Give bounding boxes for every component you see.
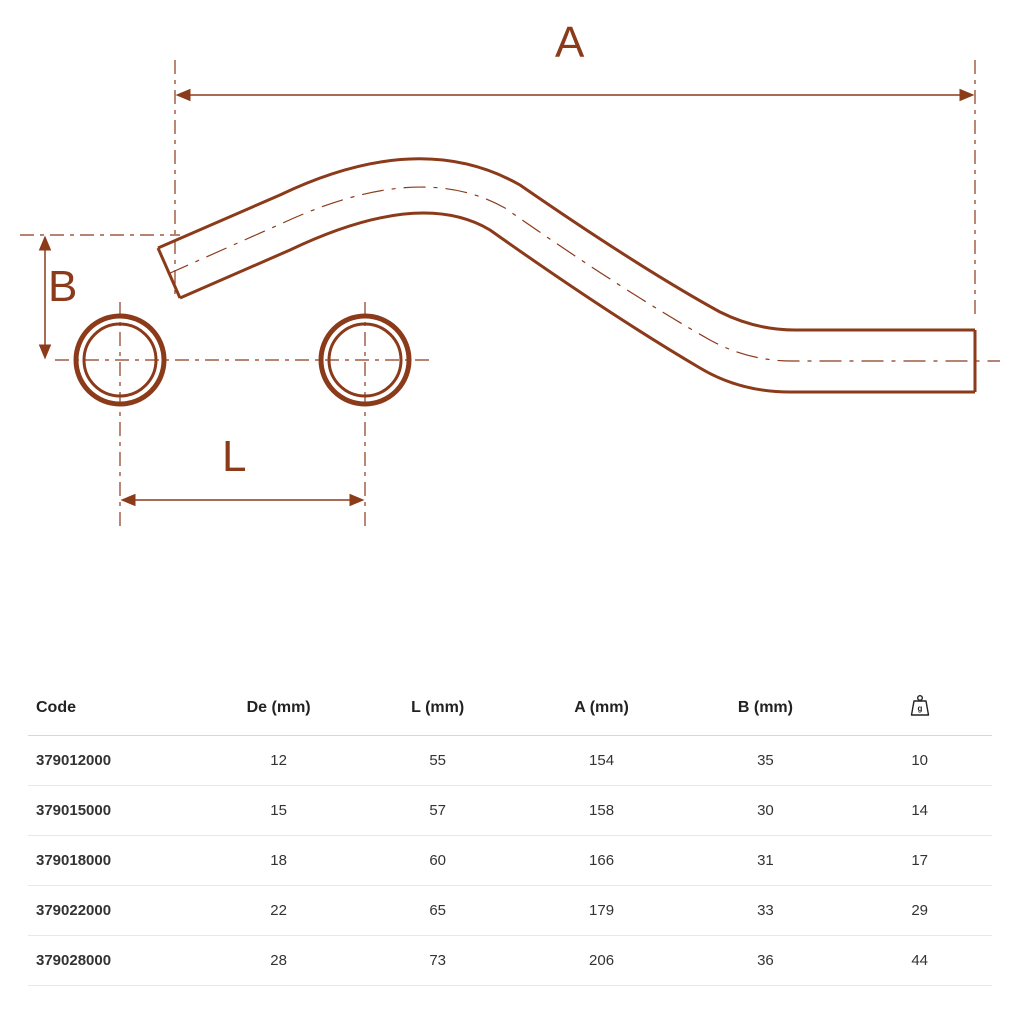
spec-table: Code De (mm) L (mm) A (mm) B (mm) g	[28, 680, 992, 986]
cell-a: 154	[520, 736, 684, 786]
spec-table-container: Code De (mm) L (mm) A (mm) B (mm) g	[0, 680, 1020, 986]
cell-code: 379012000	[28, 736, 202, 786]
cell-l: 60	[356, 836, 520, 886]
dim-label-a: A	[555, 18, 584, 68]
cell-wt: 10	[847, 736, 992, 786]
col-weight: g	[847, 680, 992, 736]
table-row: 379028000 28 73 206 36 44	[28, 936, 992, 986]
cell-l: 55	[356, 736, 520, 786]
technical-diagram: A B L	[0, 0, 1020, 560]
cell-b: 30	[684, 786, 848, 836]
dim-label-l: L	[222, 432, 246, 482]
cell-a: 158	[520, 786, 684, 836]
cell-code: 379018000	[28, 836, 202, 886]
cell-code: 379028000	[28, 936, 202, 986]
pipe-lower-outline	[180, 213, 975, 392]
cell-de: 12	[202, 736, 356, 786]
table-row: 379018000 18 60 166 31 17	[28, 836, 992, 886]
cell-l: 73	[356, 936, 520, 986]
cell-a: 206	[520, 936, 684, 986]
cell-b: 31	[684, 836, 848, 886]
col-l: L (mm)	[356, 680, 520, 736]
cell-code: 379015000	[28, 786, 202, 836]
cell-wt: 14	[847, 786, 992, 836]
pipe-upper-outline	[158, 159, 975, 330]
cell-b: 35	[684, 736, 848, 786]
table-row: 379012000 12 55 154 35 10	[28, 736, 992, 786]
cell-de: 15	[202, 786, 356, 836]
cell-l: 57	[356, 786, 520, 836]
cell-a: 166	[520, 836, 684, 886]
col-b: B (mm)	[684, 680, 848, 736]
col-a: A (mm)	[520, 680, 684, 736]
cell-b: 33	[684, 886, 848, 936]
col-code: Code	[28, 680, 202, 736]
cell-b: 36	[684, 936, 848, 986]
cell-wt: 17	[847, 836, 992, 886]
dim-label-b: B	[48, 262, 77, 312]
cell-a: 179	[520, 886, 684, 936]
cell-wt: 44	[847, 936, 992, 986]
cell-de: 18	[202, 836, 356, 886]
table-row: 379022000 22 65 179 33 29	[28, 886, 992, 936]
cell-de: 22	[202, 886, 356, 936]
cell-code: 379022000	[28, 886, 202, 936]
cell-wt: 29	[847, 886, 992, 936]
svg-text:g: g	[917, 704, 922, 713]
diagram-svg	[0, 0, 1020, 560]
table-header-row: Code De (mm) L (mm) A (mm) B (mm) g	[28, 680, 992, 736]
table-row: 379015000 15 57 158 30 14	[28, 786, 992, 836]
weight-icon: g	[910, 694, 930, 721]
col-de: De (mm)	[202, 680, 356, 736]
pipe-centerline	[168, 187, 1000, 361]
table-body: 379012000 12 55 154 35 10 379015000 15 5…	[28, 736, 992, 986]
cell-l: 65	[356, 886, 520, 936]
cell-de: 28	[202, 936, 356, 986]
